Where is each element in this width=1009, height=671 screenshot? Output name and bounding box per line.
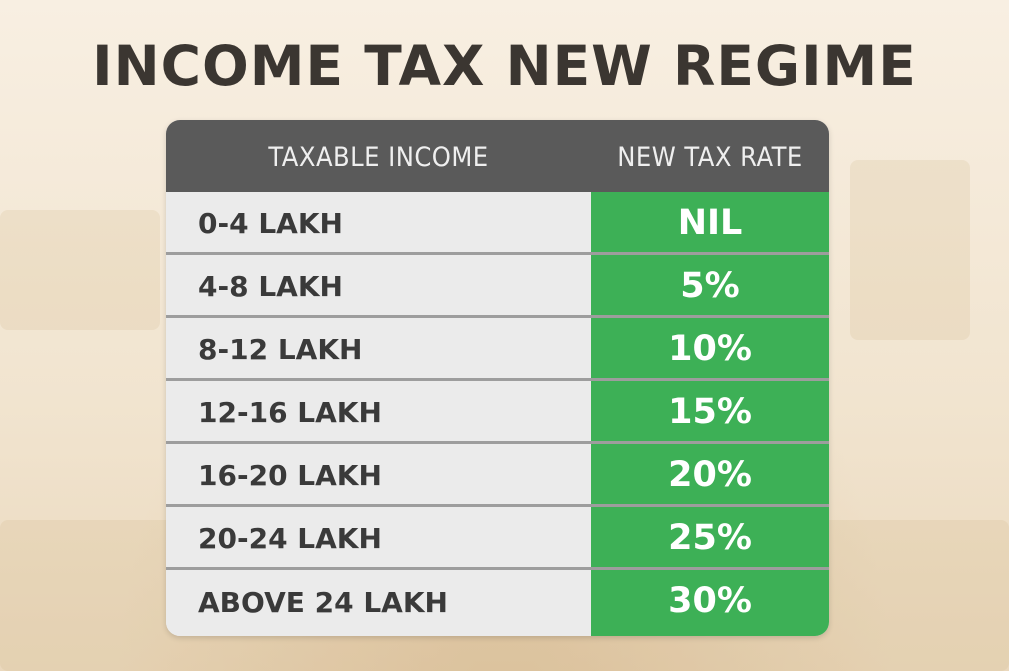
- table-row: 20-24 LAKH 25%: [166, 507, 829, 567]
- row-divider: [166, 504, 829, 507]
- income-cell: 0-4 LAKH: [166, 192, 591, 252]
- income-cell: 16-20 LAKH: [166, 444, 591, 504]
- income-cell: ABOVE 24 LAKH: [166, 570, 591, 636]
- table-row: 4-8 LAKH 5%: [166, 255, 829, 315]
- table-row: 0-4 LAKH NIL: [166, 192, 829, 252]
- rate-cell: NIL: [591, 192, 829, 252]
- row-divider: [166, 252, 829, 255]
- rate-cell: 30%: [591, 570, 829, 636]
- income-cell: 20-24 LAKH: [166, 507, 591, 567]
- rate-cell: 15%: [591, 381, 829, 441]
- income-cell: 4-8 LAKH: [166, 255, 591, 315]
- table-header: TAXABLE INCOME NEW TAX RATE: [166, 120, 829, 192]
- income-cell: 8-12 LAKH: [166, 318, 591, 378]
- header-taxable-income: TAXABLE INCOME: [268, 142, 489, 173]
- rate-cell: 5%: [591, 255, 829, 315]
- row-divider: [166, 567, 829, 570]
- table-row: ABOVE 24 LAKH 30%: [166, 570, 829, 636]
- rate-cell: 20%: [591, 444, 829, 504]
- rate-cell: 25%: [591, 507, 829, 567]
- row-divider: [166, 441, 829, 444]
- background-shape: [850, 160, 970, 340]
- table-row: 12-16 LAKH 15%: [166, 381, 829, 441]
- header-new-tax-rate: NEW TAX RATE: [617, 142, 803, 173]
- income-cell: 12-16 LAKH: [166, 381, 591, 441]
- row-divider: [166, 315, 829, 318]
- tax-rate-table: TAXABLE INCOME NEW TAX RATE 0-4 LAKH NIL…: [166, 120, 829, 636]
- background-shape: [0, 210, 160, 330]
- table-row: 8-12 LAKH 10%: [166, 318, 829, 378]
- rate-cell: 10%: [591, 318, 829, 378]
- row-divider: [166, 378, 829, 381]
- table-row: 16-20 LAKH 20%: [166, 444, 829, 504]
- page-title: INCOME TAX NEW REGIME: [92, 34, 917, 98]
